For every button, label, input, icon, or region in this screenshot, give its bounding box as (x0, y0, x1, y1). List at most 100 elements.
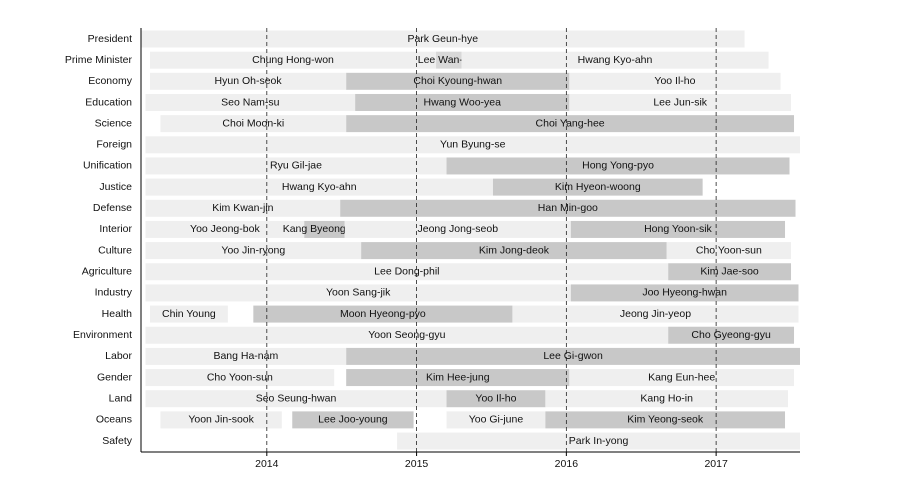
tenure-bar (145, 199, 341, 217)
tenure-label: Jeong Jin-yeop (620, 308, 691, 320)
row-label: Education (85, 96, 132, 108)
tenure-bar (141, 30, 745, 48)
tenure-bar (145, 93, 356, 111)
row-label: Agriculture (82, 266, 132, 278)
tenure-bar (355, 93, 570, 111)
tenure-label: Ryu Gil-jae (270, 160, 322, 172)
row-label: Oceans (96, 414, 132, 426)
row-label: Justice (99, 181, 132, 193)
row-label: Prime Minister (65, 54, 133, 66)
tenure-label: Kim Hyeon-woong (555, 181, 641, 193)
tenure-label: Yoo Jin-ryong (221, 244, 285, 256)
tenure-label: Lee Gi-gwon (543, 350, 603, 362)
row-label: Land (109, 393, 133, 405)
tenure-label: Choi Kyoung-hwan (413, 75, 502, 87)
tenure-bar (160, 411, 282, 429)
tenure-bar (446, 157, 790, 175)
tenure-bar (346, 72, 570, 90)
tenure-label: Chin Young (162, 308, 216, 320)
tenure-label: Park In-yong (569, 435, 629, 447)
tenure-label: Chung Hong-won (252, 54, 334, 66)
tenure-bar (569, 72, 781, 90)
tenure-label: Yun Byung-se (440, 139, 506, 151)
tenure-bar (461, 51, 769, 69)
tenure-label: Hong Yong-pyo (582, 160, 654, 172)
row-label: Interior (99, 223, 132, 235)
tenure-label: Choi Moon-ki (222, 117, 284, 129)
tenure-label: Han Min-goo (538, 202, 598, 214)
tenure-bar (149, 72, 347, 90)
tenure-bar (512, 305, 799, 323)
tenure-bar (666, 242, 792, 260)
tenure-label: Kim Kwan-jin (212, 202, 273, 214)
tenure-bar (145, 136, 801, 154)
row-label: President (88, 33, 132, 45)
tenure-label: Kang Ho-in (640, 393, 693, 405)
tenure-bar (344, 220, 571, 238)
x-tick-label: 2016 (555, 458, 579, 470)
tenure-bar (492, 178, 703, 196)
tenure-bar (145, 263, 669, 281)
tenure-label: Yoon Jin-sook (188, 414, 254, 426)
tenure-bar (145, 242, 362, 260)
tenure-bar (545, 390, 789, 408)
row-label: Environment (73, 329, 132, 341)
x-tick-label: 2014 (255, 458, 279, 470)
tenure-bar (346, 369, 570, 387)
row-label: Economy (88, 75, 133, 87)
tenure-label: Kim Jae-soo (700, 266, 759, 278)
tenure-bar (436, 51, 462, 69)
x-tick-label: 2017 (704, 458, 728, 470)
tenure-label: Yoo Jeong-bok (190, 223, 260, 235)
tenure-label: Park Geun-hye (407, 33, 478, 45)
tenure-label: Lee Jun-sik (653, 96, 707, 108)
tenure-bar (145, 220, 305, 238)
tenure-label: Choi Yang-hee (536, 117, 605, 129)
tenure-label: Seo Seung-hwan (256, 393, 337, 405)
tenure-label: Jeong Jong-seob (417, 223, 498, 235)
tenure-label: Cho Yoon-sun (696, 244, 762, 256)
tenure-bar (545, 411, 786, 429)
tenure-label: Yoo Il-ho (654, 75, 695, 87)
tenure-label: Cho Yoon-sun (207, 371, 273, 383)
row-label: Labor (105, 350, 132, 362)
tenure-bar (149, 305, 228, 323)
row-label: Science (95, 117, 133, 129)
tenure-bar (446, 390, 546, 408)
tenure-bar (446, 411, 546, 429)
tenure-bar (361, 242, 667, 260)
row-label: Safety (102, 435, 133, 447)
row-label: Foreign (96, 139, 132, 151)
row-label: Unification (83, 160, 132, 172)
tenure-bar (569, 369, 795, 387)
tenure-bar (145, 347, 347, 365)
tenure-label: Joo Hyeong-hwan (642, 287, 727, 299)
tenure-label: Lee Dong-phil (374, 266, 439, 278)
tenure-bar (292, 411, 414, 429)
tenure-bar (340, 199, 796, 217)
tenure-bar (668, 326, 795, 344)
tenure-bar (145, 157, 447, 175)
x-tick-label: 2015 (405, 458, 429, 470)
tenure-label: Yoon Seong-gyu (368, 329, 445, 341)
tenure-bar (145, 326, 669, 344)
tenure-bar (346, 115, 795, 133)
tenure-label: Kang Eun-hee (648, 371, 715, 383)
tenure-bar (149, 51, 437, 69)
tenure-label: Seo Nam-su (221, 96, 280, 108)
tenure-bar (668, 263, 792, 281)
tenure-label: Moon Hyeong-pyo (340, 308, 426, 320)
tenure-label: Bang Ha-nam (213, 350, 278, 362)
tenure-label: Hong Yoon-sik (644, 223, 712, 235)
tenure-label: Kim Yeong-seok (627, 414, 704, 426)
row-label: Defense (93, 202, 132, 214)
tenure-label: Cho Gyeong-gyu (691, 329, 771, 341)
tenure-bar (570, 284, 799, 302)
tenure-label: Kim Jong-deok (479, 244, 550, 256)
tenure-bar (253, 305, 513, 323)
tenure-label: Yoon Sang-jik (326, 287, 391, 299)
tenure-label: Kim Hee-jung (426, 371, 490, 383)
tenure-label: Hwang Kyo-ahn (578, 54, 653, 66)
tenure-bar (145, 178, 493, 196)
tenure-bar (304, 220, 345, 238)
